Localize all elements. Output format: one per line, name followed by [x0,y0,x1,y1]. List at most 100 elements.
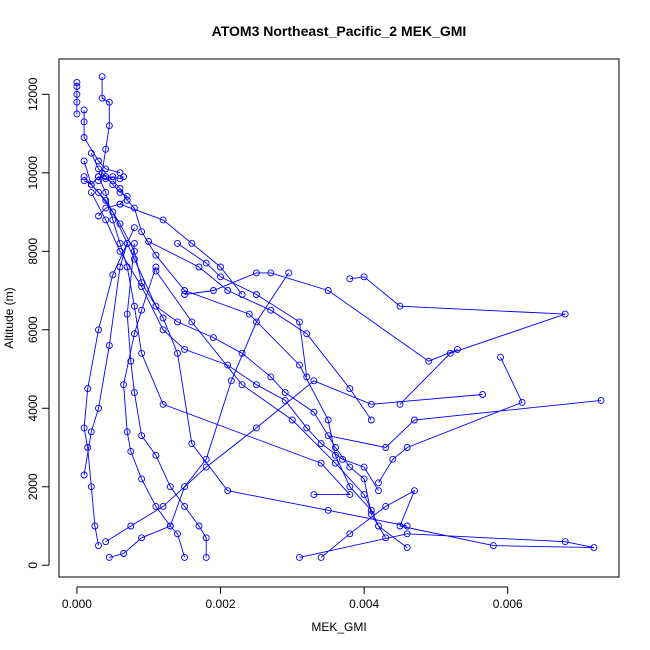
data-point [105,122,113,130]
data-point [109,173,117,181]
data-point [130,204,138,212]
data-point [102,173,110,181]
profile-series [80,224,138,550]
y-tick-label: 2000 [26,473,40,500]
series-line [83,110,121,174]
data-point [73,79,81,86]
data-point [95,404,102,412]
data-point [288,416,296,424]
series-line [83,176,124,186]
series-line [112,180,372,511]
data-point [188,239,196,247]
data-point [138,279,146,287]
data-point [130,247,138,255]
data-point [561,538,569,546]
data-point [80,471,88,479]
data-point [159,216,167,224]
series-line [105,380,483,543]
data-point [84,444,92,451]
data-point [403,522,411,530]
data-point [202,534,210,542]
data-point [285,269,293,277]
data-point [267,306,275,314]
data-point [317,553,325,561]
data-point [84,385,92,393]
data-point [80,134,88,141]
profile-series [174,239,311,381]
data-point [252,424,260,432]
series-line [90,153,128,217]
data-point [303,330,311,338]
data-point [346,483,354,491]
data-point [95,212,102,220]
data-point [116,263,124,271]
data-point [138,228,146,236]
data-point [152,451,160,459]
data-point [403,544,411,552]
data-point [102,175,110,183]
series-line [126,243,207,558]
data-point [109,216,117,224]
data-point [331,444,339,451]
series-line [177,243,308,377]
data-point [324,416,332,424]
data-point [454,345,461,353]
data-point [123,239,131,247]
series-line [155,270,408,548]
data-point [73,98,81,106]
profile-series [181,269,461,365]
data-point [123,310,131,318]
data-point [159,502,167,510]
profile-series [95,73,113,185]
plot-area [73,73,605,561]
data-point [403,530,411,538]
data-point [382,444,390,451]
data-point [116,247,124,255]
data-point [123,263,131,271]
series-line [328,399,602,448]
data-point [209,287,217,294]
data-point [317,459,325,467]
profile-series [324,396,605,451]
data-point [105,342,113,349]
data-point [252,318,260,326]
data-point [245,310,253,318]
data-point [303,424,311,432]
data-point [425,357,433,365]
data-point [123,192,131,200]
x-tick-label: 0.000 [62,597,92,611]
data-point [367,400,375,408]
data-point [310,408,318,416]
y-tick-label: 10000 [26,156,40,190]
data-point [252,291,260,298]
data-point [396,302,404,310]
data-point [252,269,260,277]
data-point [195,263,203,271]
profile-series [102,377,487,546]
series-line [349,276,566,405]
data-point [310,377,318,385]
data-point [95,326,102,334]
data-point [91,522,99,530]
data-point [95,188,102,196]
data-point [410,487,418,495]
data-point [174,239,181,247]
data-point [181,502,189,510]
plot-frame [58,58,620,578]
data-point [152,502,160,510]
data-point [497,353,504,361]
series-line [184,272,458,362]
data-point [152,263,160,271]
data-point [296,361,303,369]
data-point [224,287,232,294]
data-point [116,175,124,183]
data-point [73,83,81,90]
data-point [105,553,113,561]
series-line [378,357,523,484]
data-point [152,251,160,259]
data-point [360,463,368,471]
data-point [80,424,88,432]
y-tick-label: 0 [26,562,40,569]
